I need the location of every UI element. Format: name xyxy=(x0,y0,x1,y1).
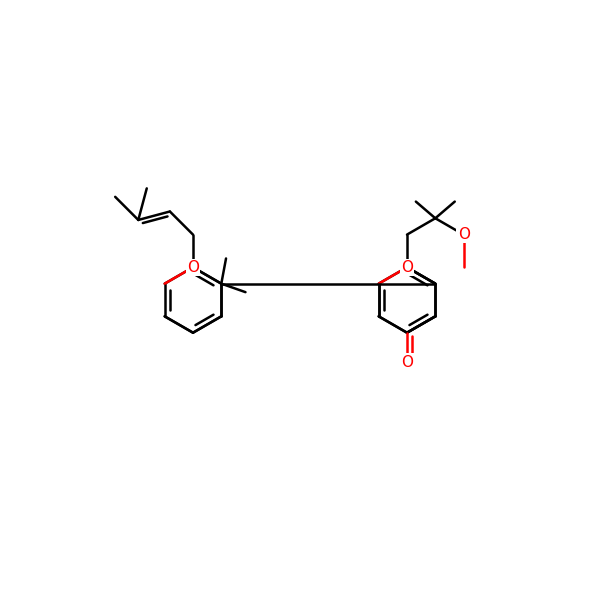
Text: O: O xyxy=(458,227,470,242)
Text: O: O xyxy=(187,260,199,275)
Text: O: O xyxy=(401,260,413,275)
Text: O: O xyxy=(401,355,413,370)
